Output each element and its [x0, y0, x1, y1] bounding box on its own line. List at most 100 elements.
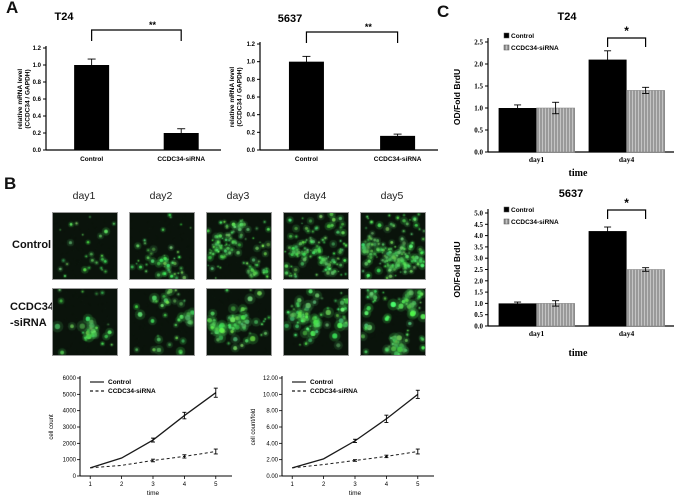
svg-text:time: time [349, 490, 362, 497]
micrograph-control-day2 [129, 212, 195, 280]
micro-row-label-control: Control [12, 239, 52, 251]
svg-text:0.0: 0.0 [474, 323, 483, 331]
svg-text:*: * [624, 196, 629, 210]
svg-text:12.00: 12.00 [263, 376, 279, 382]
svg-text:1.2: 1.2 [247, 42, 256, 48]
svg-text:CCDC34-siRNA: CCDC34-siRNA [310, 388, 358, 395]
svg-text:4: 4 [385, 482, 389, 488]
svg-text:1.0: 1.0 [33, 63, 42, 69]
svg-text:0.2: 0.2 [33, 131, 42, 137]
svg-text:5.0: 5.0 [474, 210, 483, 218]
svg-text:0.00: 0.00 [266, 474, 278, 480]
svg-text:CCDC34-siRNA: CCDC34-siRNA [157, 156, 205, 163]
svg-text:3: 3 [151, 482, 155, 488]
svg-text:3.0: 3.0 [474, 255, 483, 263]
svg-text:5637: 5637 [278, 13, 302, 25]
micro-col-header-day3: day3 [226, 190, 250, 202]
svg-text:3: 3 [353, 482, 357, 488]
svg-text:1000: 1000 [63, 458, 77, 464]
svg-text:6000: 6000 [63, 376, 77, 382]
svg-text:2.5: 2.5 [474, 266, 483, 274]
svg-text:1: 1 [89, 482, 93, 488]
micrograph-ccdc34-sirna-day5 [360, 288, 426, 356]
svg-text:1.0: 1.0 [474, 300, 483, 308]
svg-text:0.6: 0.6 [247, 95, 256, 101]
micro-col-header-day5: day5 [380, 190, 404, 202]
svg-text:2.5: 2.5 [474, 39, 483, 47]
svg-text:0.4: 0.4 [33, 114, 42, 120]
svg-text:0.0: 0.0 [33, 148, 42, 154]
svg-text:T24: T24 [55, 11, 75, 23]
micrograph-ccdc34-sirna-day1 [52, 288, 118, 356]
svg-text:2: 2 [322, 482, 326, 488]
svg-text:*: * [624, 24, 629, 38]
svg-text:0.5: 0.5 [474, 311, 483, 319]
chart-c-t24: T24 0.0 0.5 1.0 1.5 2.0 2.5 OD/Fold BrdU day1 day… [450, 4, 678, 180]
svg-text:2000: 2000 [63, 441, 77, 447]
svg-text:2.00: 2.00 [266, 458, 278, 464]
svg-text:day1: day1 [529, 329, 545, 338]
micro-row-label-ccdc34-sirna: CCDC34 [10, 301, 55, 313]
svg-text:CCDC34-siRNA: CCDC34-siRNA [108, 388, 156, 395]
svg-text:cell count/fold: cell count/fold [251, 409, 257, 446]
micro-col-header-day1: day1 [72, 190, 96, 202]
svg-text:6.00: 6.00 [266, 425, 278, 431]
svg-text:day4: day4 [619, 329, 635, 338]
panel-c-label: C [437, 2, 450, 21]
svg-text:8.00: 8.00 [266, 409, 278, 415]
svg-text:OD/Fold BrdU: OD/Fold BrdU [452, 241, 462, 297]
svg-text:cell count: cell count [49, 414, 55, 440]
svg-text:1.2: 1.2 [33, 46, 42, 52]
svg-text:0.8: 0.8 [247, 77, 256, 83]
svg-text:**: ** [149, 20, 157, 30]
svg-text:time: time [569, 168, 588, 179]
micrograph-ccdc34-sirna-day2 [129, 288, 195, 356]
svg-text:relative mRNA level(CCDC34 / G: relative mRNA level(CCDC34 / GAPDH) [229, 67, 244, 128]
micrograph-control-day4 [283, 212, 349, 280]
svg-text:Control: Control [511, 207, 534, 214]
svg-text:3000: 3000 [63, 425, 77, 431]
svg-text:5637: 5637 [559, 188, 583, 200]
svg-text:3.5: 3.5 [474, 243, 483, 251]
micro-col-header-day2: day2 [149, 190, 173, 202]
svg-text:1.0: 1.0 [474, 105, 483, 113]
svg-text:1.0: 1.0 [247, 60, 256, 66]
micro-row-label-ccdc34-sirna: -siRNA [10, 317, 47, 329]
svg-text:4.00: 4.00 [266, 441, 278, 447]
micrograph-ccdc34-sirna-day3 [206, 288, 272, 356]
svg-text:10.00: 10.00 [263, 392, 279, 398]
svg-text:4.5: 4.5 [474, 221, 483, 229]
svg-text:relative mRNA level(CCDC34 / G: relative mRNA level(CCDC34 / GAPDH) [17, 69, 32, 130]
chart-a-t24: T24 0.0 0.2 0.4 0.6 0.8 1.0 1.2 relative mRNA le… [16, 4, 221, 174]
svg-text:0.0: 0.0 [474, 149, 483, 157]
svg-text:day1: day1 [529, 155, 545, 164]
svg-text:0.0: 0.0 [247, 148, 256, 154]
svg-text:1: 1 [291, 482, 295, 488]
svg-text:Control: Control [80, 156, 103, 163]
micrograph-control-day3 [206, 212, 272, 280]
svg-text:5000: 5000 [63, 392, 77, 398]
svg-text:0.6: 0.6 [33, 97, 42, 103]
svg-text:OD/Fold BrdU: OD/Fold BrdU [452, 69, 462, 125]
svg-text:2: 2 [120, 482, 124, 488]
svg-text:0.4: 0.4 [247, 113, 256, 119]
svg-text:4.0: 4.0 [474, 232, 483, 240]
micrograph-control-day1 [52, 212, 118, 280]
svg-text:CCDC34-siRNA: CCDC34-siRNA [374, 156, 422, 163]
svg-text:time: time [147, 490, 160, 497]
micro-col-header-day4: day4 [303, 190, 327, 202]
svg-text:Control: Control [295, 156, 318, 163]
svg-text:5: 5 [214, 482, 218, 488]
svg-text:time: time [569, 348, 588, 359]
svg-text:1.5: 1.5 [474, 83, 483, 91]
svg-text:Control: Control [511, 33, 534, 40]
svg-text:4: 4 [183, 482, 187, 488]
svg-text:0.5: 0.5 [474, 127, 483, 135]
panel-b-label: B [4, 174, 17, 193]
svg-text:0: 0 [73, 474, 77, 480]
chart-cell-count: 0 1000 2000 3000 4000 5000 6000 1 2 3 4 5 time cell c… [46, 372, 258, 498]
svg-text:2.0: 2.0 [474, 277, 483, 285]
svg-text:**: ** [365, 22, 373, 32]
svg-text:Control: Control [108, 379, 131, 386]
